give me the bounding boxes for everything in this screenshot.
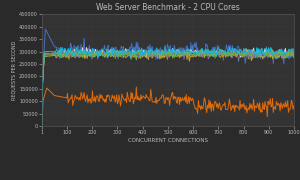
Line: Nginx Stable: Nginx Stable — [42, 50, 294, 125]
Nginx Stable — [218, 56, 222, 59]
Nginx Stable — [40, 124, 44, 126]
Lighttpd — [183, 54, 187, 56]
Cherokee — [257, 56, 261, 58]
Lighttpd — [60, 51, 64, 53]
OpenLiteSpeed — [63, 55, 67, 58]
Line: Varnish: Varnish — [42, 46, 294, 125]
OpenLiteSpeed — [292, 57, 296, 59]
OpenLiteSpeed — [219, 52, 223, 55]
Y-axis label: REQUESTS PER SECOND: REQUESTS PER SECOND — [11, 40, 16, 100]
Lighttpd — [85, 46, 88, 49]
Nginx Mainline — [182, 47, 185, 49]
Lighttpd — [257, 54, 261, 56]
Nginx Stable — [292, 55, 296, 57]
Cherokee — [44, 28, 47, 30]
Cherokee — [292, 50, 296, 52]
OpenLiteSpeed — [105, 48, 109, 50]
Title: Web Server Benchmark - 2 CPU Cores: Web Server Benchmark - 2 CPU Cores — [96, 3, 240, 12]
Lighttpd — [173, 51, 177, 53]
Nginx Mainline — [219, 54, 223, 56]
Cherokee — [40, 123, 44, 125]
Lighttpd — [40, 124, 44, 126]
X-axis label: CONCURRENT CONNECTIONS: CONCURRENT CONNECTIONS — [128, 138, 208, 143]
Nginx Stable — [244, 49, 248, 51]
Line: Apache: Apache — [42, 87, 294, 125]
Cherokee — [64, 50, 68, 52]
Nginx Stable — [63, 55, 67, 57]
Apache — [173, 97, 177, 99]
Nginx Mainline — [183, 54, 187, 56]
Nginx Mainline — [292, 49, 296, 51]
Nginx Mainline — [63, 52, 67, 54]
Line: Cherokee: Cherokee — [42, 29, 294, 124]
Apache — [134, 86, 138, 88]
Lighttpd — [292, 55, 296, 57]
Line: OpenLiteSpeed: OpenLiteSpeed — [42, 49, 294, 125]
OpenLiteSpeed — [257, 54, 261, 56]
Varnish — [60, 46, 64, 49]
Apache — [60, 96, 64, 98]
Nginx Mainline — [60, 50, 64, 52]
Cherokee — [183, 55, 187, 57]
Apache — [257, 109, 261, 111]
Legend: Cherokee, Apache, Lighttpd, Nginx Stable, Nginx Mainline, OpenLiteSpeed, Varnish: Cherokee, Apache, Lighttpd, Nginx Stable… — [68, 179, 268, 180]
Varnish — [40, 124, 44, 126]
Nginx Stable — [257, 51, 261, 53]
Varnish — [173, 50, 177, 52]
OpenLiteSpeed — [40, 124, 44, 126]
Line: Nginx Mainline: Nginx Mainline — [42, 48, 294, 125]
Varnish — [219, 49, 223, 51]
Varnish — [63, 48, 67, 50]
Lighttpd — [63, 48, 67, 51]
Apache — [219, 109, 223, 111]
Apache — [183, 96, 187, 98]
Cherokee — [61, 49, 65, 51]
Nginx Mainline — [172, 56, 176, 58]
Nginx Stable — [182, 53, 186, 55]
Nginx Stable — [172, 55, 176, 57]
Lighttpd — [219, 54, 223, 56]
Nginx Mainline — [257, 54, 261, 56]
OpenLiteSpeed — [60, 55, 64, 57]
Varnish — [163, 45, 167, 47]
Apache — [292, 105, 296, 107]
OpenLiteSpeed — [173, 53, 177, 55]
Apache — [63, 96, 67, 99]
Varnish — [183, 50, 187, 52]
Apache — [40, 124, 44, 126]
Cherokee — [219, 51, 223, 54]
OpenLiteSpeed — [183, 54, 187, 56]
Line: Lighttpd: Lighttpd — [42, 48, 294, 125]
Varnish — [257, 54, 261, 56]
Cherokee — [173, 47, 177, 50]
Nginx Stable — [60, 52, 64, 54]
Varnish — [292, 48, 296, 50]
Nginx Mainline — [40, 124, 44, 126]
